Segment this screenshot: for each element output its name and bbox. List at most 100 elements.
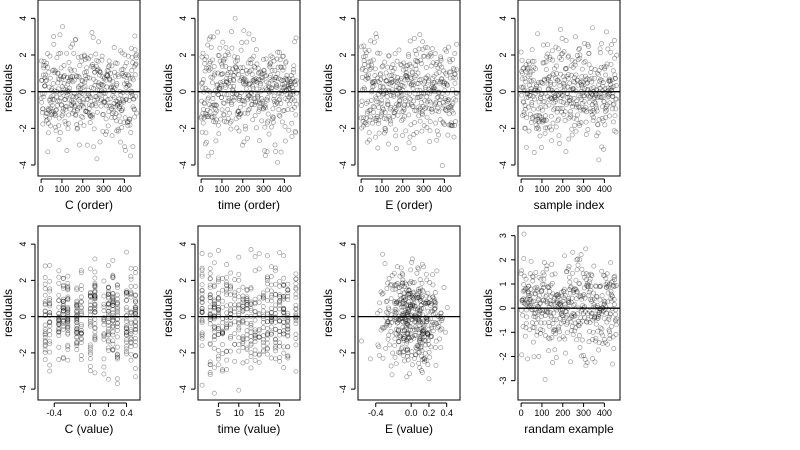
data-point [403,73,409,78]
data-point [105,291,111,297]
data-point [398,61,404,67]
data-point [614,96,619,102]
data-point [605,341,610,347]
data-point [289,120,295,126]
data-point [583,271,589,277]
data-point [595,315,601,321]
data-point [224,80,230,85]
data-point [248,90,253,95]
data-point [211,333,217,339]
data-point [406,299,411,305]
data-point [418,302,424,308]
data-point [273,307,278,312]
data-point [556,301,562,307]
data-point [530,93,536,99]
data-point [555,292,561,298]
data-point [604,61,610,67]
data-point [42,302,48,308]
data-point [216,53,222,59]
data-point [226,95,232,101]
data-point [210,92,216,97]
data-point [110,317,116,323]
data-point [403,70,409,76]
data-point [593,92,599,98]
x-tick-label: -0.4 [46,408,62,418]
x-tick-label: 300 [96,184,111,194]
data-point [576,280,582,286]
data-point [244,68,249,73]
data-point [252,351,258,357]
data-point [405,336,411,341]
data-point [90,85,96,91]
data-point [587,77,593,83]
data-point [228,308,234,314]
data-point [406,288,412,293]
data-point [211,102,217,108]
data-point [268,315,274,321]
data-point [601,272,607,278]
data-point [610,334,616,340]
data-point [50,96,56,102]
data-point [92,289,98,295]
data-point [129,68,135,73]
data-point [215,353,221,359]
data-point [290,96,295,102]
data-point [589,298,595,304]
data-point [528,93,533,99]
data-point [415,265,421,271]
data-point [100,112,106,118]
data-point [236,128,242,134]
data-point [400,116,406,122]
data-point [235,108,241,114]
data-point [528,119,534,125]
data-point [60,319,66,324]
data-point [522,300,527,306]
data-point [548,313,554,319]
data-point [110,332,116,338]
data-point [557,26,563,32]
data-point [581,93,587,99]
data-point [215,332,221,338]
y-tick-label: -2 [18,349,28,357]
data-point [379,111,385,117]
data-point [92,296,98,302]
data-point [220,71,226,77]
data-point [216,92,222,98]
data-point [400,336,406,342]
data-point [579,266,585,272]
data-point [424,75,429,81]
data-point [532,306,538,312]
x-tick-label: 400 [437,184,452,194]
data-point [535,304,541,310]
point-group [358,31,460,169]
data-point [593,321,599,327]
data-point [603,104,609,109]
data-point [114,320,120,326]
data-point [252,296,258,302]
data-point [230,88,236,94]
data-point [285,326,291,332]
data-point [281,283,287,288]
data-point [65,81,71,87]
y-tick-label: 0 [498,306,508,311]
data-point [199,320,205,326]
data-point [414,51,419,57]
data-point [558,71,564,77]
data-point [565,298,571,304]
data-point [400,277,406,283]
data-point [248,342,254,348]
data-point [124,289,129,295]
data-point [597,46,603,52]
data-point [560,93,566,99]
data-point [277,113,283,119]
data-point [65,306,71,312]
data-point [41,63,47,69]
data-point [443,97,449,103]
data-point [425,331,431,337]
data-point [294,101,299,107]
data-point [74,93,80,99]
x-tick-label: 300 [576,408,591,418]
data-point [124,329,129,335]
data-point [603,115,609,120]
data-point [265,84,271,90]
